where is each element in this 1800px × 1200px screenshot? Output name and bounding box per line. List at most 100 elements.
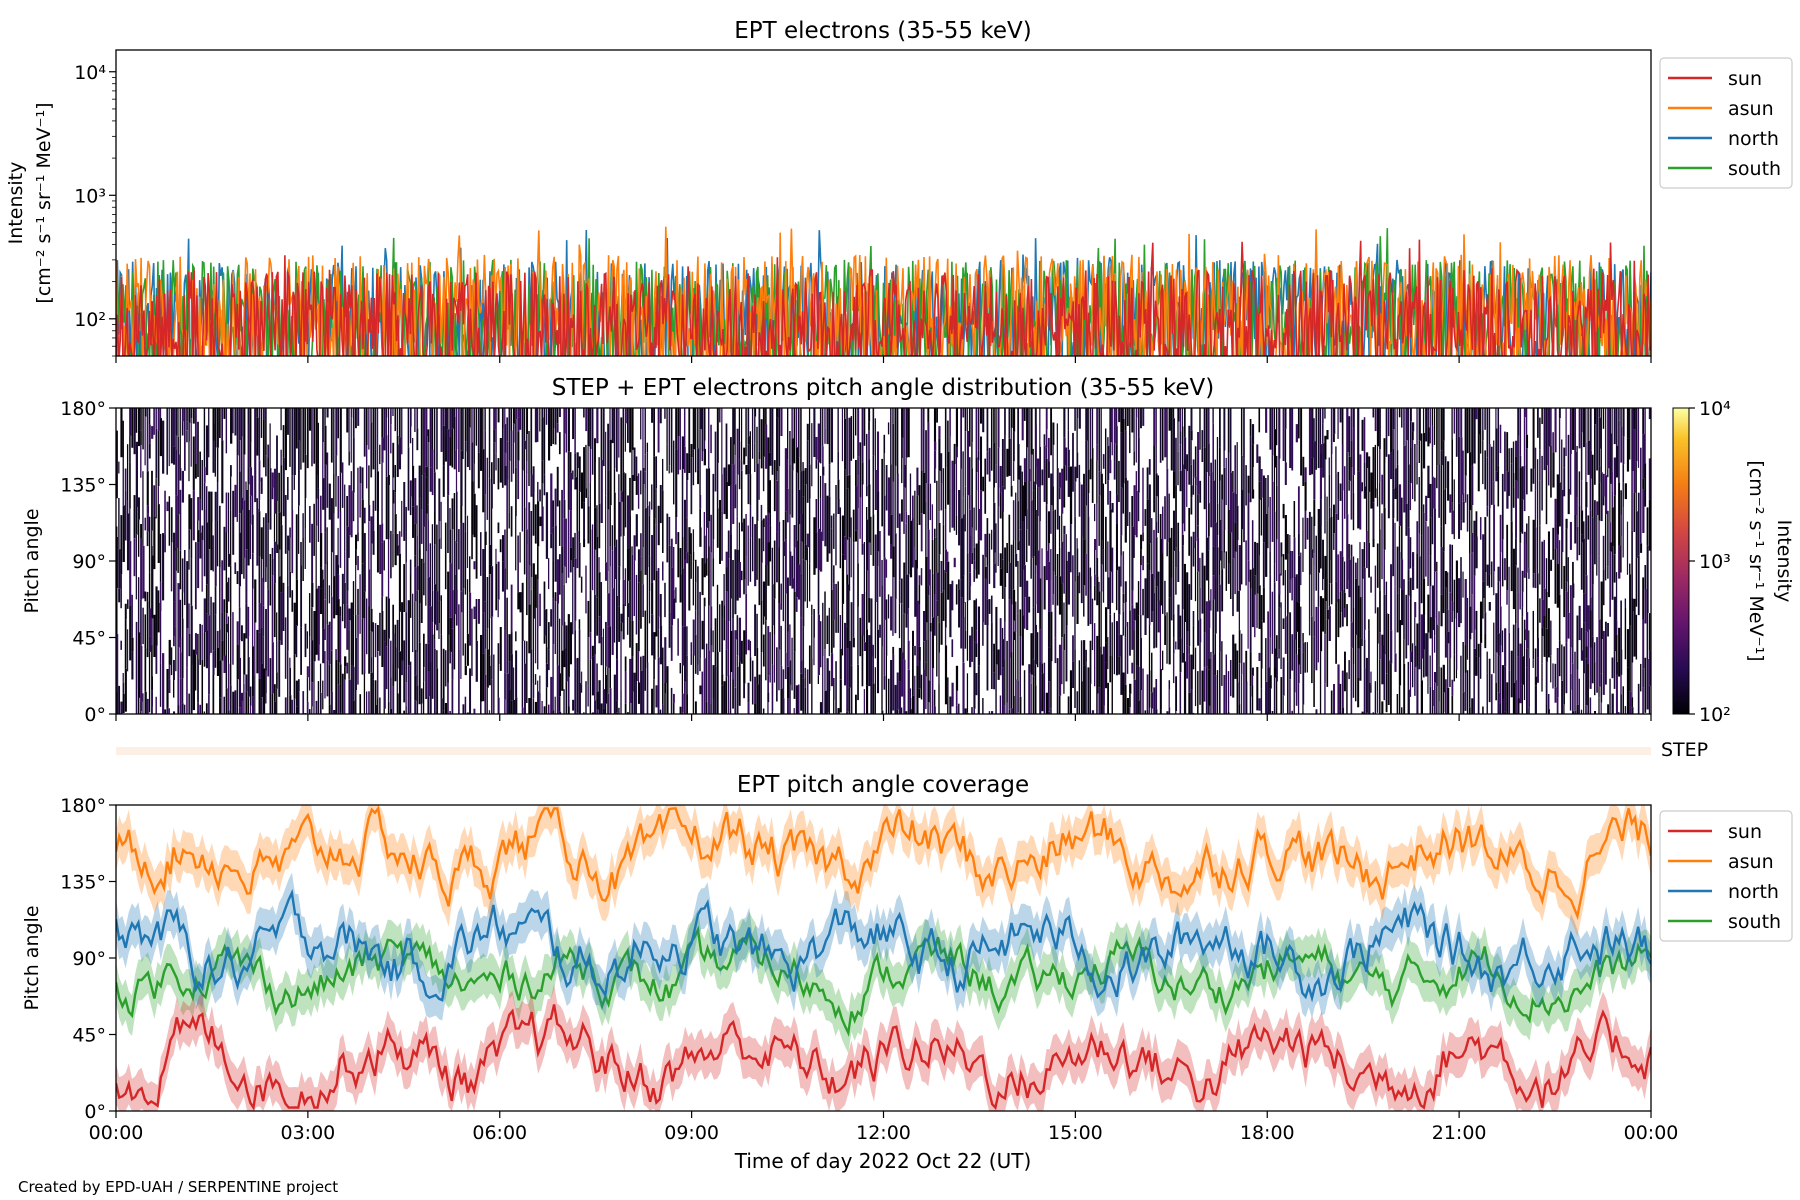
heatmap-cell	[122, 682, 125, 694]
heatmap-cell	[293, 408, 296, 476]
heatmap-cell	[942, 468, 945, 525]
heatmap-cell	[451, 679, 454, 714]
heatmap-cell	[1076, 418, 1078, 453]
colorbar-tick-label: 10³	[1699, 551, 1731, 573]
heatmap-cell	[1596, 408, 1598, 471]
heatmap-cell	[355, 689, 357, 714]
heatmap-cell	[815, 437, 818, 460]
heatmap-cell	[822, 466, 825, 476]
heatmap-cell	[727, 674, 730, 700]
heatmap-cell	[846, 584, 849, 627]
heatmap-cell	[166, 669, 169, 708]
heatmap-cell	[697, 616, 699, 665]
heatmap-cell	[587, 600, 590, 638]
heatmap-cell	[618, 501, 621, 567]
heatmap-cell	[1392, 449, 1394, 489]
heatmap-cell	[692, 655, 695, 714]
heatmap-cell	[1613, 457, 1616, 496]
heatmap-cell	[508, 408, 511, 461]
heatmap-cell	[348, 620, 350, 631]
heatmap-cell	[1039, 578, 1042, 630]
heatmap-cell	[1563, 646, 1565, 705]
heatmap-cell	[1556, 534, 1559, 564]
heatmap-cell	[1493, 622, 1495, 674]
heatmap-cell	[153, 517, 156, 570]
heatmap-cell	[1642, 434, 1645, 479]
heatmap-cell	[865, 485, 868, 497]
heatmap-cell	[368, 521, 370, 570]
heatmap-cell	[1175, 437, 1177, 486]
heatmap-cell	[944, 549, 947, 573]
heatmap-cell	[1315, 606, 1318, 671]
heatmap-cell	[1543, 408, 1546, 471]
heatmap-cell	[1328, 507, 1331, 518]
heatmap-cell	[1131, 662, 1134, 674]
heatmap-cell	[1510, 447, 1513, 464]
heatmap-cell	[681, 693, 684, 713]
heatmap-cell	[431, 449, 434, 496]
heatmap-cell	[971, 626, 973, 662]
heatmap-cell	[1050, 580, 1052, 612]
heatmap-cell	[1232, 558, 1234, 617]
heatmap-cell	[993, 408, 995, 443]
heatmap-cell	[148, 516, 151, 573]
heatmap-cell	[365, 445, 368, 489]
heatmap-cell	[260, 577, 263, 628]
heatmap-cell	[1519, 643, 1522, 704]
heatmap-cell	[258, 408, 261, 461]
heatmap-cell	[727, 558, 730, 622]
heatmap-cell	[1166, 487, 1169, 543]
heatmap-cell	[1004, 705, 1006, 714]
heatmap-cell	[412, 593, 414, 653]
heatmap-cell	[815, 532, 818, 569]
heatmap-cell	[1398, 526, 1401, 552]
heatmap-cell	[944, 408, 947, 468]
heatmap-cell	[214, 408, 217, 448]
heatmap-cell	[486, 687, 488, 714]
heatmap-cell	[905, 711, 908, 714]
heatmap-cell	[1418, 533, 1420, 557]
heatmap-cell	[1396, 593, 1399, 633]
heatmap-cell	[977, 665, 980, 714]
heatmap-cell	[971, 552, 974, 564]
heatmap-cell	[964, 602, 966, 631]
heatmap-cell	[1146, 563, 1149, 619]
heatmap-cell	[374, 623, 377, 658]
heatmap-cell	[374, 705, 377, 714]
heatmap-cell	[129, 605, 132, 661]
heatmap-cell	[173, 550, 176, 602]
heatmap-cell	[181, 421, 184, 436]
heatmap-cell	[609, 566, 611, 627]
heatmap-cell	[1339, 483, 1342, 501]
heatmap-cell	[1411, 431, 1414, 440]
heatmap-cell	[576, 531, 579, 569]
heatmap-cell	[1276, 408, 1278, 446]
heatmap-cell	[144, 416, 146, 466]
heatmap-cell	[740, 522, 743, 532]
heatmap-cell	[304, 498, 306, 529]
heatmap-cell	[583, 447, 586, 503]
heatmap-cell	[1151, 708, 1153, 714]
heatmap-cell	[1396, 450, 1399, 465]
heatmap-cell	[1131, 408, 1134, 433]
heatmap-cell	[528, 431, 530, 486]
heatmap-cell	[508, 634, 511, 662]
heatmap-cell	[1352, 664, 1355, 698]
heatmap-cell	[552, 500, 554, 528]
heatmap-cell	[690, 457, 693, 515]
heatmap-cell	[517, 535, 519, 593]
heatmap-cell	[556, 559, 559, 604]
heatmap-cell	[594, 700, 596, 714]
heatmap-cell	[308, 636, 311, 691]
heatmap-cell	[1190, 464, 1192, 486]
heatmap-cell	[1451, 439, 1453, 503]
heatmap-cell	[409, 661, 412, 714]
heatmap-cell	[668, 465, 670, 474]
heatmap-cell	[909, 520, 913, 578]
heatmap-cell	[124, 668, 127, 712]
heatmap-cell	[433, 472, 436, 513]
heatmap-cell	[984, 566, 987, 579]
heatmap-cell	[565, 625, 568, 682]
heatmap-cell	[1567, 434, 1570, 489]
heatmap-cell	[1337, 554, 1339, 599]
